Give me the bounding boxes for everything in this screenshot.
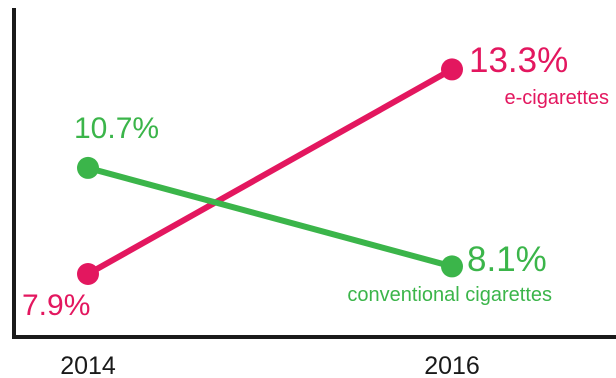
x-tick-label-2016: 2016: [424, 352, 480, 378]
data-point-1-0: [77, 156, 99, 179]
series-line-1: [85, 164, 455, 270]
series-lines: [85, 66, 455, 278]
value-label-ecig-2014: 7.9%: [22, 289, 90, 322]
data-point-0-1: [441, 58, 463, 81]
series-label-conv: conventional cigarettes: [347, 284, 552, 306]
series-line-0: [85, 66, 455, 278]
x-tick-label-2014: 2014: [60, 352, 116, 378]
chart-axes: 2014 2016: [12, 8, 616, 378]
data-points: [77, 58, 463, 286]
axis-lines: [12, 8, 616, 339]
data-point-1-1: [441, 255, 463, 278]
value-label-conv-2014: 10.7%: [74, 112, 159, 145]
series-label-ecig: e-cigarettes: [505, 87, 610, 109]
value-label-conv-2016: 8.1%: [467, 240, 547, 279]
chart-labels: 7.9% 13.3% e-cigarettes 10.7% 8.1% convention…: [22, 41, 609, 322]
data-point-0-0: [77, 263, 99, 286]
value-label-ecig-2016: 13.3%: [469, 41, 568, 80]
